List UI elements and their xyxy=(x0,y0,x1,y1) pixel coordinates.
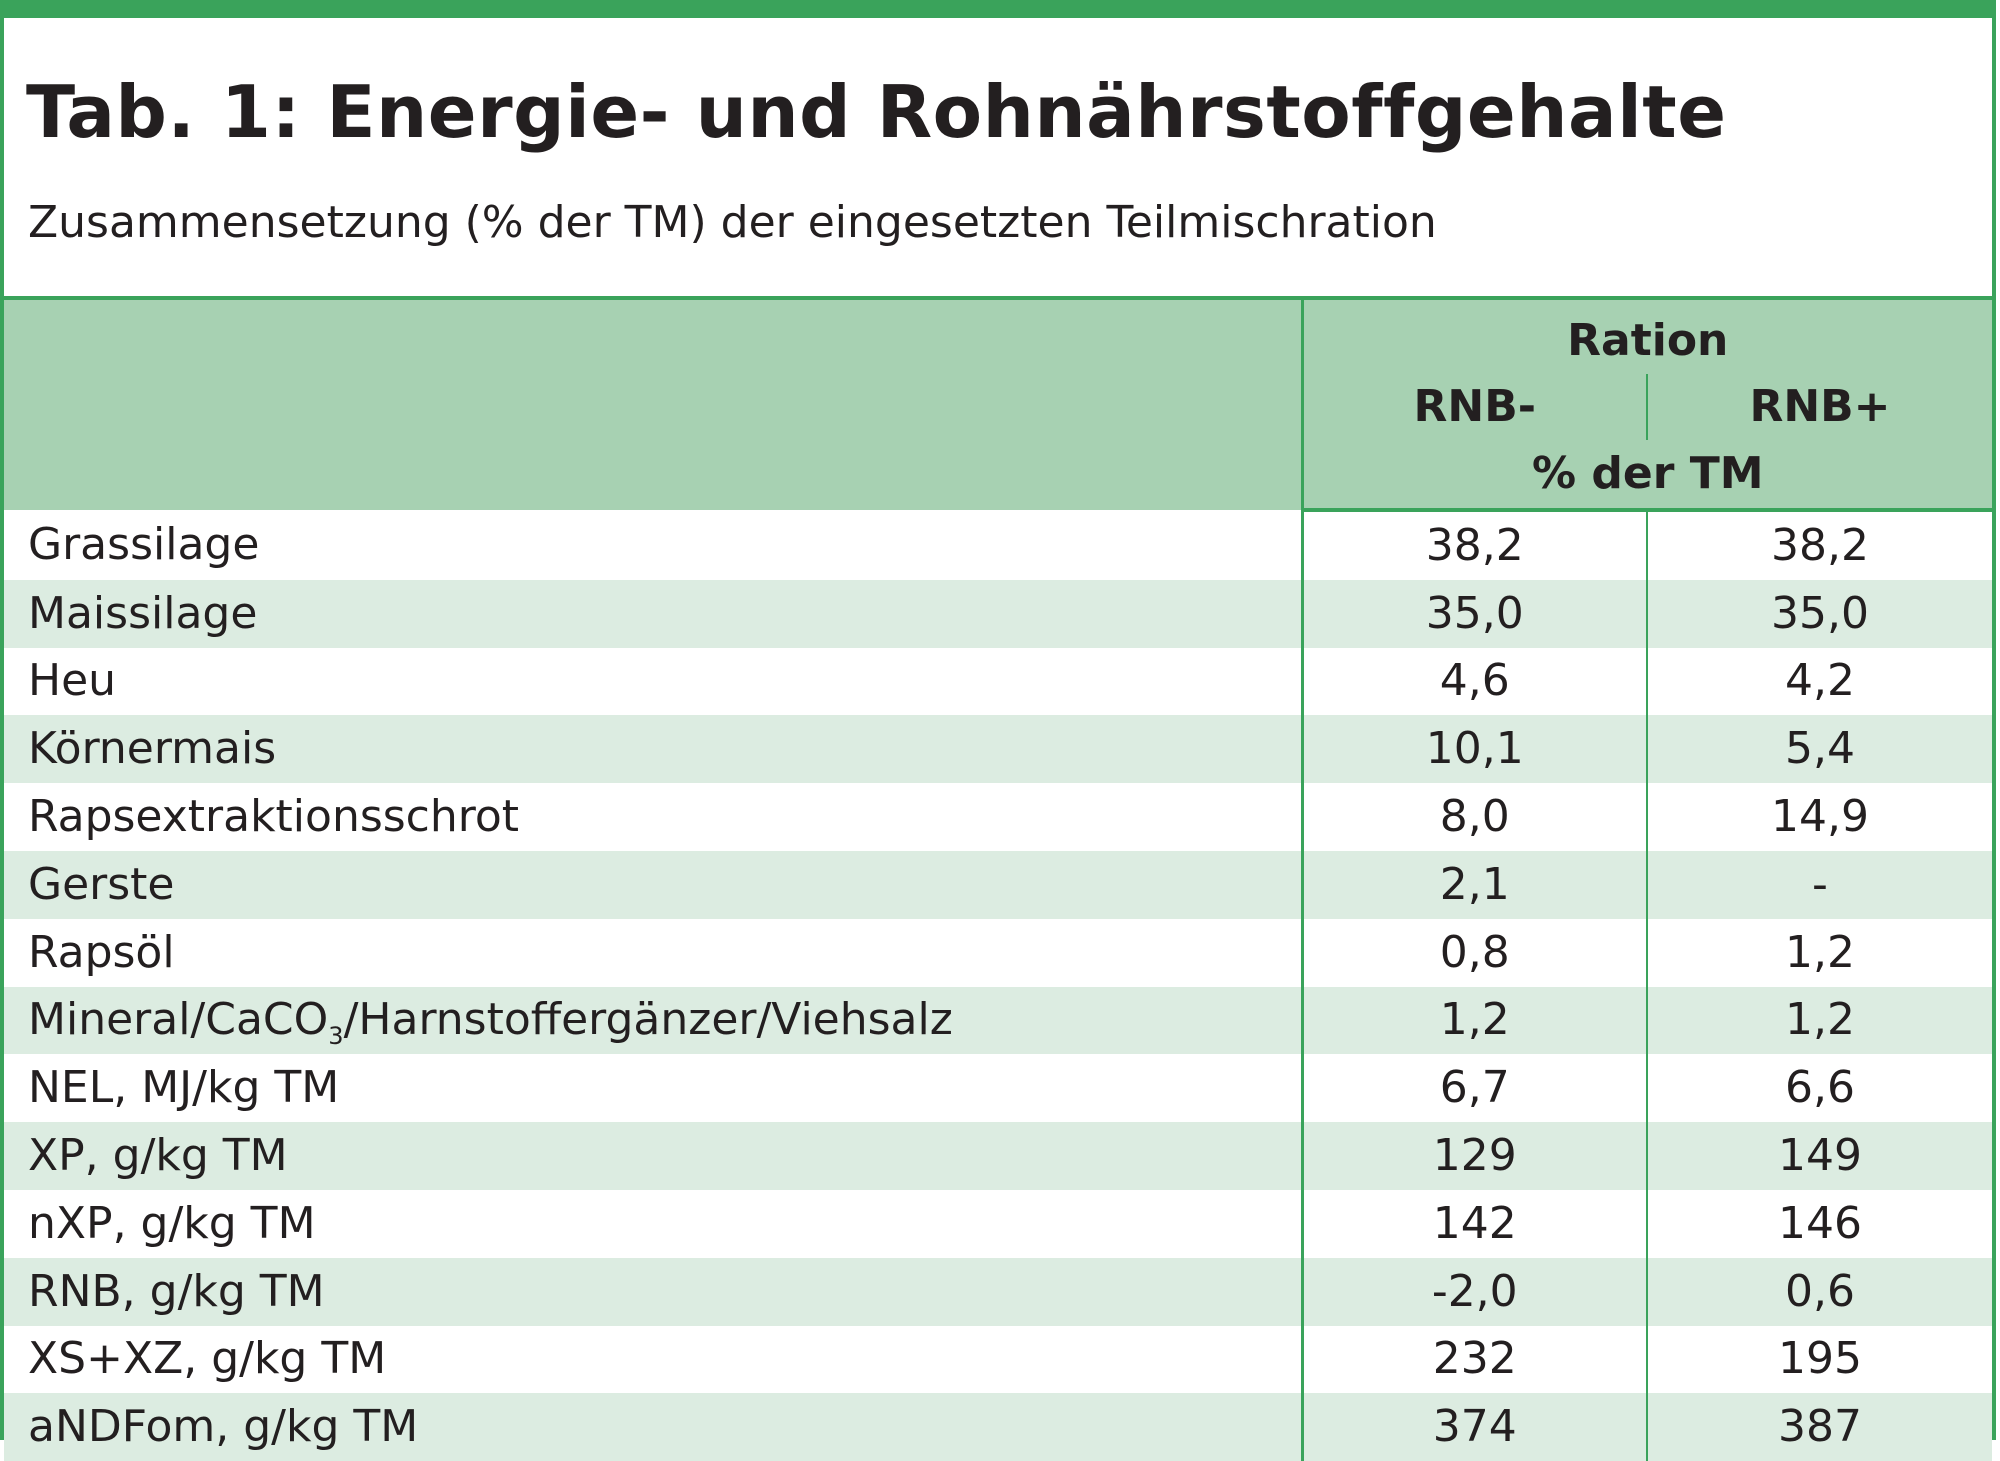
value-rnb-minus: 232 xyxy=(1302,1325,1648,1394)
header-rnb-plus: RNB+ xyxy=(1647,374,1992,440)
table-subtitle: Zusammensetzung (% der TM) der eingesetz… xyxy=(28,197,1437,248)
value-rnb-minus: 38,2 xyxy=(1302,510,1648,580)
row-label-part: /Harnstoffergänzer/Viehsalz xyxy=(343,994,953,1046)
value-rnb-minus: 4,6 xyxy=(1302,647,1648,716)
row-label: NEL, MJ/kg TM xyxy=(4,1054,1304,1123)
value-rnb-minus: 6,7 xyxy=(1302,1054,1648,1123)
table-row: NEL, MJ/kg TM 6,7 6,6 xyxy=(4,1054,1992,1123)
value-rnb-plus: - xyxy=(1647,850,1992,919)
value-rnb-plus: 149 xyxy=(1647,1122,1992,1190)
header-empty-cell xyxy=(4,300,1304,510)
value-rnb-minus: 129 xyxy=(1302,1122,1648,1190)
value-rnb-plus: 146 xyxy=(1647,1189,1992,1258)
value-rnb-plus: 38,2 xyxy=(1647,510,1992,580)
row-label: aNDFom, g/kg TM xyxy=(4,1393,1304,1461)
table-row: Mineral/CaCO3/Harnstoffergänzer/Viehsalz… xyxy=(4,986,1992,1055)
row-label: Rapsöl xyxy=(4,918,1304,987)
row-label-subscript: 3 xyxy=(328,1022,344,1051)
row-label: Maissilage xyxy=(4,579,1304,648)
table-row: nXP, g/kg TM 142 146 xyxy=(4,1189,1992,1258)
value-rnb-minus: 374 xyxy=(1302,1393,1648,1461)
row-label-part: Mineral/CaCO xyxy=(28,994,329,1046)
value-rnb-plus: 35,0 xyxy=(1647,579,1992,648)
row-label: RNB, g/kg TM xyxy=(4,1257,1304,1326)
value-rnb-plus: 14,9 xyxy=(1647,783,1992,851)
table-row: Gerste 2,1- xyxy=(4,850,1992,919)
table-row: Körnermais 10,1 5,4 xyxy=(4,715,1992,784)
row-label: Rapsextraktionsschrot xyxy=(4,783,1304,851)
table-header: Ration RNB- RNB+ % der TM xyxy=(4,300,1992,512)
row-label: Gerste xyxy=(4,850,1304,919)
table-row: aNDFom, g/kg TM 374 387 xyxy=(4,1393,1992,1461)
value-rnb-plus: 1,2 xyxy=(1647,918,1992,987)
value-rnb-minus: 35,0 xyxy=(1302,579,1648,648)
value-rnb-minus: 142 xyxy=(1302,1189,1648,1258)
value-rnb-plus: 387 xyxy=(1647,1393,1992,1461)
value-rnb-minus: 0,8 xyxy=(1302,918,1648,987)
value-rnb-plus: 195 xyxy=(1647,1325,1992,1394)
table-row: RNB, g/kg TM -2,0 0,6 xyxy=(4,1257,1992,1326)
value-rnb-plus: 5,4 xyxy=(1647,715,1992,784)
value-rnb-minus: 1,2 xyxy=(1302,986,1648,1055)
row-label: nXP, g/kg TM xyxy=(4,1189,1304,1258)
value-rnb-plus: 6,6 xyxy=(1647,1054,1992,1123)
header-ration: Ration xyxy=(1302,300,1992,374)
value-rnb-plus: 1,2 xyxy=(1647,986,1992,1055)
composition-table: Ration RNB- RNB+ % der TM Grassilage 38,2… xyxy=(4,300,1992,1461)
header-unit: % der TM xyxy=(1302,440,1992,512)
value-rnb-minus: 8,0 xyxy=(1302,783,1648,851)
value-rnb-plus: 4,2 xyxy=(1647,647,1992,716)
table-title: Tab. 1: Energie- und Rohnährstoffgehalte xyxy=(26,70,1727,154)
table-row: Heu 4,6 4,2 xyxy=(4,647,1992,716)
row-label: Mineral/CaCO3/Harnstoffergänzer/Viehsalz xyxy=(4,986,1304,1055)
row-label: Heu xyxy=(4,647,1304,716)
table-row: Grassilage 38,2 38,2 xyxy=(4,510,1992,580)
row-label: Körnermais xyxy=(4,715,1304,784)
row-label: XP, g/kg TM xyxy=(4,1122,1304,1190)
header-rnb-minus: RNB- xyxy=(1302,374,1648,440)
table-row: Rapsöl 0,8 1,2 xyxy=(4,918,1992,987)
row-label: Grassilage xyxy=(4,510,1304,580)
table-row: Maissilage 35,0 35,0 xyxy=(4,579,1992,648)
table-body: Grassilage 38,2 38,2 Maissilage 35,0 35,0 Heu 4… xyxy=(4,510,1992,1461)
value-rnb-minus: -2,0 xyxy=(1302,1257,1648,1326)
table-row: XP, g/kg TM 129 149 xyxy=(4,1122,1992,1190)
row-label: XS+XZ, g/kg TM xyxy=(4,1325,1304,1394)
table-row: Rapsextraktionsschrot 8,0 14,9 xyxy=(4,783,1992,851)
value-rnb-minus: 2,1 xyxy=(1302,850,1648,919)
table-row: XS+XZ, g/kg TM 232 195 xyxy=(4,1325,1992,1394)
value-rnb-minus: 10,1 xyxy=(1302,715,1648,784)
value-rnb-plus: 0,6 xyxy=(1647,1257,1992,1326)
table-container: Ration RNB- RNB+ % der TM Grassilage 38,2… xyxy=(4,296,1992,1461)
